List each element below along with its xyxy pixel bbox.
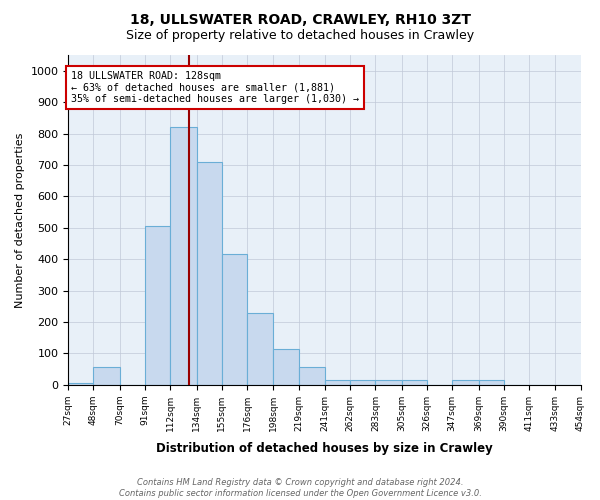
Bar <box>170 127 197 385</box>
Y-axis label: Number of detached properties: Number of detached properties <box>15 132 25 308</box>
Bar <box>452 380 479 385</box>
X-axis label: Distribution of detached houses by size in Crawley: Distribution of detached houses by size … <box>156 442 493 455</box>
Bar <box>222 254 247 385</box>
Bar <box>402 380 427 385</box>
Bar <box>274 348 299 385</box>
Bar <box>68 383 94 385</box>
Text: 18 ULLSWATER ROAD: 128sqm
← 63% of detached houses are smaller (1,881)
35% of se: 18 ULLSWATER ROAD: 128sqm ← 63% of detac… <box>71 70 359 104</box>
Bar <box>145 226 170 385</box>
Text: 18, ULLSWATER ROAD, CRAWLEY, RH10 3ZT: 18, ULLSWATER ROAD, CRAWLEY, RH10 3ZT <box>130 12 470 26</box>
Bar <box>376 380 402 385</box>
Bar <box>94 367 120 385</box>
Text: Size of property relative to detached houses in Crawley: Size of property relative to detached ho… <box>126 29 474 42</box>
Bar <box>197 162 222 385</box>
Bar <box>247 312 274 385</box>
Text: Contains HM Land Registry data © Crown copyright and database right 2024.
Contai: Contains HM Land Registry data © Crown c… <box>119 478 481 498</box>
Bar <box>350 380 376 385</box>
Bar <box>325 380 350 385</box>
Bar <box>299 367 325 385</box>
Bar <box>479 380 504 385</box>
